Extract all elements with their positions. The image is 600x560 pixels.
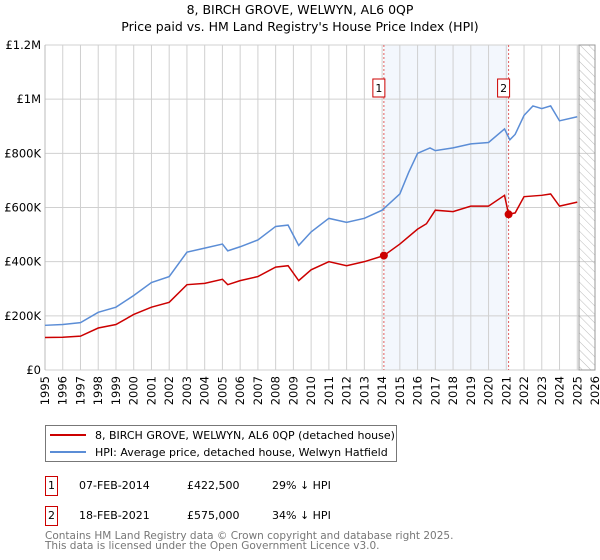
- sale-point: [504, 210, 513, 219]
- transaction-price: £422,500: [187, 479, 240, 492]
- x-tick-label: 2022: [517, 376, 531, 405]
- x-tick-label: 2008: [269, 376, 283, 405]
- x-tick-label: 1997: [73, 376, 87, 405]
- x-tick-label: 1999: [109, 376, 123, 405]
- legend-label: 8, BIRCH GROVE, WELWYN, AL6 0QP (detache…: [95, 428, 395, 442]
- x-tick-label: 2001: [144, 376, 158, 405]
- x-tick-label: 1998: [91, 376, 105, 405]
- x-tick-label: 2020: [482, 376, 496, 405]
- marker-badge: 2: [45, 506, 58, 526]
- series-line: [44, 105, 578, 327]
- y-tick-label: £600K: [4, 201, 41, 215]
- x-tick-label: 1995: [38, 376, 52, 405]
- chart-title: 8, BIRCH GROVE, WELWYN, AL6 0QP: [187, 2, 414, 17]
- y-tick-label: £800K: [4, 146, 41, 160]
- x-tick-label: 2017: [428, 376, 442, 405]
- forecast-hatch: [578, 44, 596, 371]
- y-tick-label: £200K: [4, 309, 41, 323]
- legend-swatch: [50, 451, 86, 453]
- x-tick-label: 2015: [393, 376, 407, 405]
- transaction-delta: 34% ↓ HPI: [272, 509, 331, 522]
- transaction-delta: 29% ↓ HPI: [272, 479, 331, 492]
- x-tick-label: 2000: [127, 376, 141, 405]
- marker-label: 1: [375, 82, 382, 95]
- chart-subtitle: Price paid vs. HM Land Registry's House …: [121, 19, 478, 34]
- x-tick-label: 2005: [215, 376, 229, 405]
- x-tick-label: 2004: [198, 376, 212, 405]
- x-tick-label: 2021: [499, 376, 513, 405]
- legend-swatch: [50, 434, 86, 436]
- x-tick-label: 2023: [535, 376, 549, 405]
- x-tick-label: 2014: [375, 376, 389, 405]
- legend-item-property: 8, BIRCH GROVE, WELWYN, AL6 0QP (detache…: [50, 427, 395, 443]
- footer-copyright: Contains HM Land Registry data © Crown c…: [45, 530, 454, 542]
- x-tick-label: 2025: [570, 376, 584, 405]
- marker-label: 2: [500, 82, 507, 95]
- sale-point: [379, 251, 388, 260]
- transaction-price: £575,000: [187, 509, 240, 522]
- x-tick-label: 2024: [553, 376, 567, 405]
- marker-box: [372, 78, 386, 98]
- marker-box: [497, 78, 511, 98]
- x-tick-label: 2013: [357, 376, 371, 405]
- legend: 8, BIRCH GROVE, WELWYN, AL6 0QP (detache…: [45, 425, 397, 462]
- legend-item-hpi: HPI: Average price, detached house, Welw…: [50, 444, 388, 460]
- legend-label: HPI: Average price, detached house, Welw…: [95, 445, 388, 459]
- footer: Contains HM Land Registry data © Crown c…: [45, 530, 454, 552]
- y-tick-label: £400K: [4, 255, 41, 269]
- price-chart: 8, BIRCH GROVE, WELWYN, AL6 0QP Price pa…: [4, 2, 600, 405]
- x-tick-label: 2010: [304, 376, 318, 405]
- y-tick-label: £1.2M: [5, 38, 41, 52]
- x-tick-label: 2012: [340, 376, 354, 405]
- y-tick-label: £1M: [16, 92, 41, 106]
- x-tick-label: 2007: [251, 376, 265, 405]
- x-tick-label: 2006: [233, 376, 247, 405]
- y-tick-label: £0: [26, 363, 41, 377]
- transaction-date: 18-FEB-2021: [79, 509, 150, 522]
- footer-licence: This data is licensed under the Open Gov…: [45, 540, 380, 552]
- x-tick-label: 2011: [322, 376, 336, 405]
- x-tick-label: 2026: [588, 376, 600, 405]
- marker-badge: 1: [45, 476, 58, 496]
- x-tick-label: 2019: [464, 376, 478, 405]
- transaction-date: 07-FEB-2014: [79, 479, 150, 492]
- x-tick-label: 2016: [411, 376, 425, 405]
- x-tick-label: 2018: [446, 376, 460, 405]
- x-tick-label: 2002: [162, 376, 176, 405]
- x-tick-label: 1996: [56, 376, 70, 405]
- x-tick-label: 2003: [180, 376, 194, 405]
- x-tick-label: 2009: [286, 376, 300, 405]
